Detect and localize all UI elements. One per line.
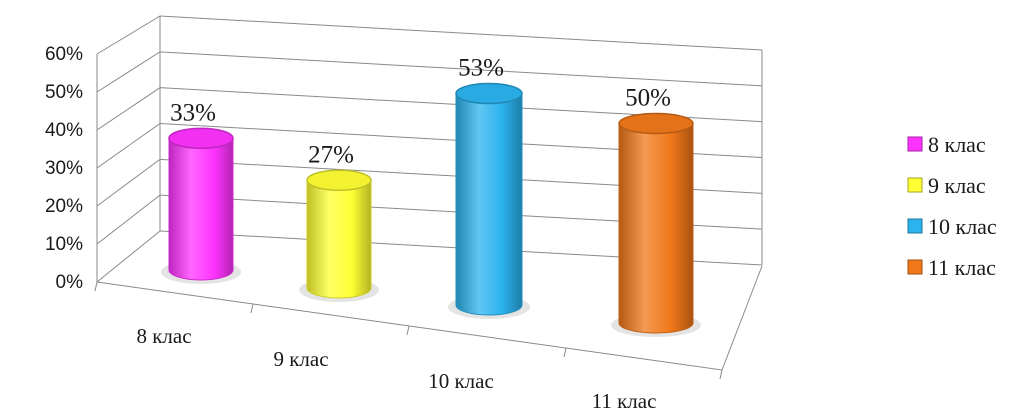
- bar-cylinder-top: [168, 127, 234, 150]
- x-axis-tick-mark: [719, 369, 723, 380]
- bar-cylinder-top: [455, 82, 523, 105]
- legend-swatch: [907, 218, 923, 234]
- x-axis-tick-mark: [406, 325, 410, 336]
- bar-cylinder-top: [306, 169, 372, 192]
- y-tick-label: 40%: [45, 120, 83, 141]
- legend-swatch: [907, 136, 923, 152]
- x-tick-label: 9 клас: [273, 347, 328, 371]
- bar-cylinder-body: [306, 179, 372, 299]
- y-tick-label: 60%: [45, 44, 83, 65]
- x-axis-tick-mark: [563, 347, 567, 358]
- legend-label: 10 клас: [928, 214, 997, 239]
- y-tick-label: 30%: [45, 158, 83, 179]
- data-label: 50%: [625, 85, 671, 112]
- legend-swatch: [907, 177, 923, 193]
- gridline: [96, 15, 763, 55]
- x-axis-tick-mark: [250, 303, 254, 314]
- data-label: 33%: [170, 99, 216, 126]
- bar-cylinder-top: [618, 112, 694, 135]
- data-label: 53%: [458, 55, 504, 82]
- x-tick-label: 11 клас: [592, 389, 657, 412]
- legend-label: 9 клас: [928, 173, 986, 198]
- bar-cylinder-body: [168, 137, 234, 281]
- bar-cylinder-body: [618, 123, 694, 334]
- y-tick-label: 10%: [45, 234, 83, 255]
- bar-cylinder-body: [455, 93, 523, 316]
- x-tick-label: 10 клас: [428, 369, 494, 393]
- data-label: 27%: [308, 141, 354, 168]
- legend-swatch: [907, 259, 923, 275]
- legend-label: 11 клас: [928, 255, 996, 280]
- x-tick-label: 8 клас: [136, 324, 191, 348]
- legend-label: 8 клас: [928, 132, 986, 157]
- x-axis-tick-mark: [94, 281, 98, 292]
- y-tick-label: 20%: [45, 196, 83, 217]
- y-tick-label: 0%: [56, 272, 84, 293]
- y-tick-label: 50%: [45, 82, 83, 103]
